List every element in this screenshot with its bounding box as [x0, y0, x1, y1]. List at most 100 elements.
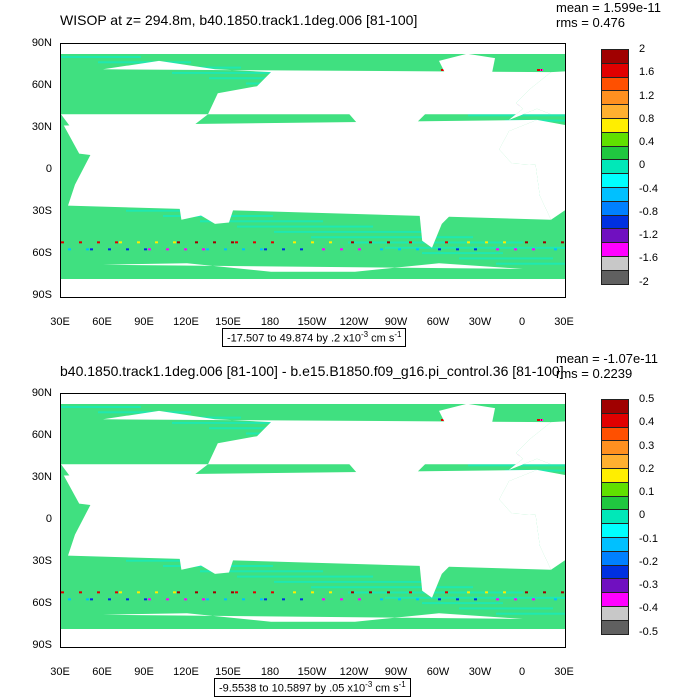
anomaly-speck — [206, 598, 209, 601]
lon-label: 90W — [384, 666, 408, 678]
anomaly-speck — [224, 248, 227, 251]
anomaly-speck — [543, 241, 546, 244]
colorbar-label: -0.4 — [639, 602, 658, 615]
anomaly-speck — [380, 598, 383, 601]
anomaly-speck — [206, 248, 209, 251]
anomaly-speck — [561, 241, 564, 244]
field-streak — [61, 56, 141, 58]
anomaly-speck — [503, 591, 506, 594]
colorbar-label: -1.2 — [639, 229, 658, 242]
anomaly-speck — [61, 591, 64, 594]
anomaly-speck — [155, 591, 158, 594]
anomaly-speck — [329, 241, 332, 244]
anomaly-speck — [387, 591, 390, 594]
colorbar-label: 0.8 — [639, 112, 655, 125]
anomaly-speck — [282, 248, 285, 251]
lon-label: 120E — [173, 666, 199, 678]
anomaly-speck — [293, 241, 296, 244]
lat-label: 30S — [32, 555, 52, 567]
anomaly-speck — [467, 241, 470, 244]
anomaly-speck — [195, 591, 198, 594]
anomaly-speck — [86, 248, 89, 251]
colorbar-label: -0.1 — [639, 532, 658, 545]
anomaly-speck — [409, 241, 412, 244]
colorbar-swatch — [601, 118, 629, 133]
colorbar-swatch — [601, 173, 629, 188]
anomaly-speck — [398, 598, 401, 601]
colorbar-label: 2 — [639, 43, 646, 55]
anomaly-speck — [119, 241, 122, 244]
land-mass — [152, 513, 215, 534]
field-streak — [385, 246, 565, 249]
anomaly-speck — [416, 598, 419, 601]
anomaly-speck — [485, 241, 488, 244]
anomaly-speck — [264, 598, 267, 601]
lat-label: 90S — [32, 289, 52, 301]
field-streak — [172, 421, 291, 424]
anomaly-speck — [554, 248, 557, 251]
anomaly-speck — [144, 248, 147, 251]
anomaly-speck — [155, 241, 158, 244]
lon-label: 30E — [554, 666, 574, 678]
anomaly-speck — [525, 241, 528, 244]
rms-label: rms = 0.2239 — [556, 366, 633, 381]
ocean-field-map — [61, 403, 565, 647]
anomaly-speck — [61, 241, 64, 244]
anomaly-speck — [68, 598, 71, 601]
field-streak — [311, 236, 473, 239]
colorbar: 2 1.6 1.2 0.8 0.4 0 -0.4 -0.8 -1.2 -1.6 -2 — [601, 43, 691, 288]
field-streak — [237, 225, 373, 228]
colorbar-swatch — [601, 592, 629, 607]
colorbar-swatch — [601, 495, 629, 511]
colorbar-swatch — [601, 564, 629, 580]
field-streak — [348, 241, 523, 244]
anomaly-speck — [351, 241, 354, 244]
colorbar-swatch — [601, 228, 629, 244]
anomaly-speck — [224, 598, 227, 601]
anomaly-speck — [369, 241, 372, 244]
anomaly-speck — [311, 591, 314, 594]
anomaly-speck — [253, 241, 256, 244]
anomaly-speck — [97, 241, 100, 244]
range-units: cm s — [368, 332, 395, 345]
range-text: -17.507 to 49.874 by .2 x10 — [227, 332, 361, 345]
field-streak — [126, 209, 223, 212]
lat-label: 90N — [31, 37, 52, 49]
anomaly-speck — [311, 241, 314, 244]
range-exponent: -3 — [365, 680, 373, 689]
field-streak — [385, 596, 565, 599]
anomaly-speck — [441, 419, 444, 421]
anomaly-speck — [86, 598, 89, 601]
anomaly-speck — [202, 598, 205, 601]
field-streak — [98, 61, 191, 64]
land-mass — [439, 53, 495, 87]
anomaly-speck — [177, 591, 180, 594]
colorbar-label: 0 — [639, 159, 646, 172]
anomaly-speck — [242, 248, 245, 251]
colorbar-swatch — [601, 619, 629, 635]
anomaly-speck — [340, 598, 343, 601]
top-panel: WISOP at z= 294.8m, b40.1850.track1.1deg… — [31, 0, 691, 347]
anomaly-speck — [532, 248, 535, 251]
mean-label: mean = -1.07e-11 — [556, 351, 659, 366]
anomaly-speck — [264, 248, 267, 251]
colorbar-label: 0.5 — [639, 393, 655, 405]
anomaly-speck — [537, 69, 540, 71]
anomaly-speck — [474, 598, 477, 601]
field-streak — [126, 559, 223, 562]
field-streak — [422, 252, 503, 255]
anomaly-speck — [166, 248, 169, 251]
anomaly-speck — [282, 598, 285, 601]
lat-label: 60N — [31, 79, 52, 91]
field-streak — [274, 580, 423, 583]
anomaly-speck — [496, 598, 499, 601]
anomaly-speck — [202, 248, 205, 251]
anomaly-speck — [166, 598, 169, 601]
colorbar: 0.5 0.4 0.3 0.2 0.1 0 -0.1 -0.2 -0.3 -0.4 -0.5 — [601, 393, 691, 638]
anomaly-speck — [253, 591, 256, 594]
land-mass — [411, 503, 474, 598]
anomaly-speck — [148, 248, 151, 251]
anomaly-speck — [537, 419, 540, 421]
lat-label: 0 — [45, 513, 52, 525]
lat-label: 0 — [45, 163, 52, 175]
